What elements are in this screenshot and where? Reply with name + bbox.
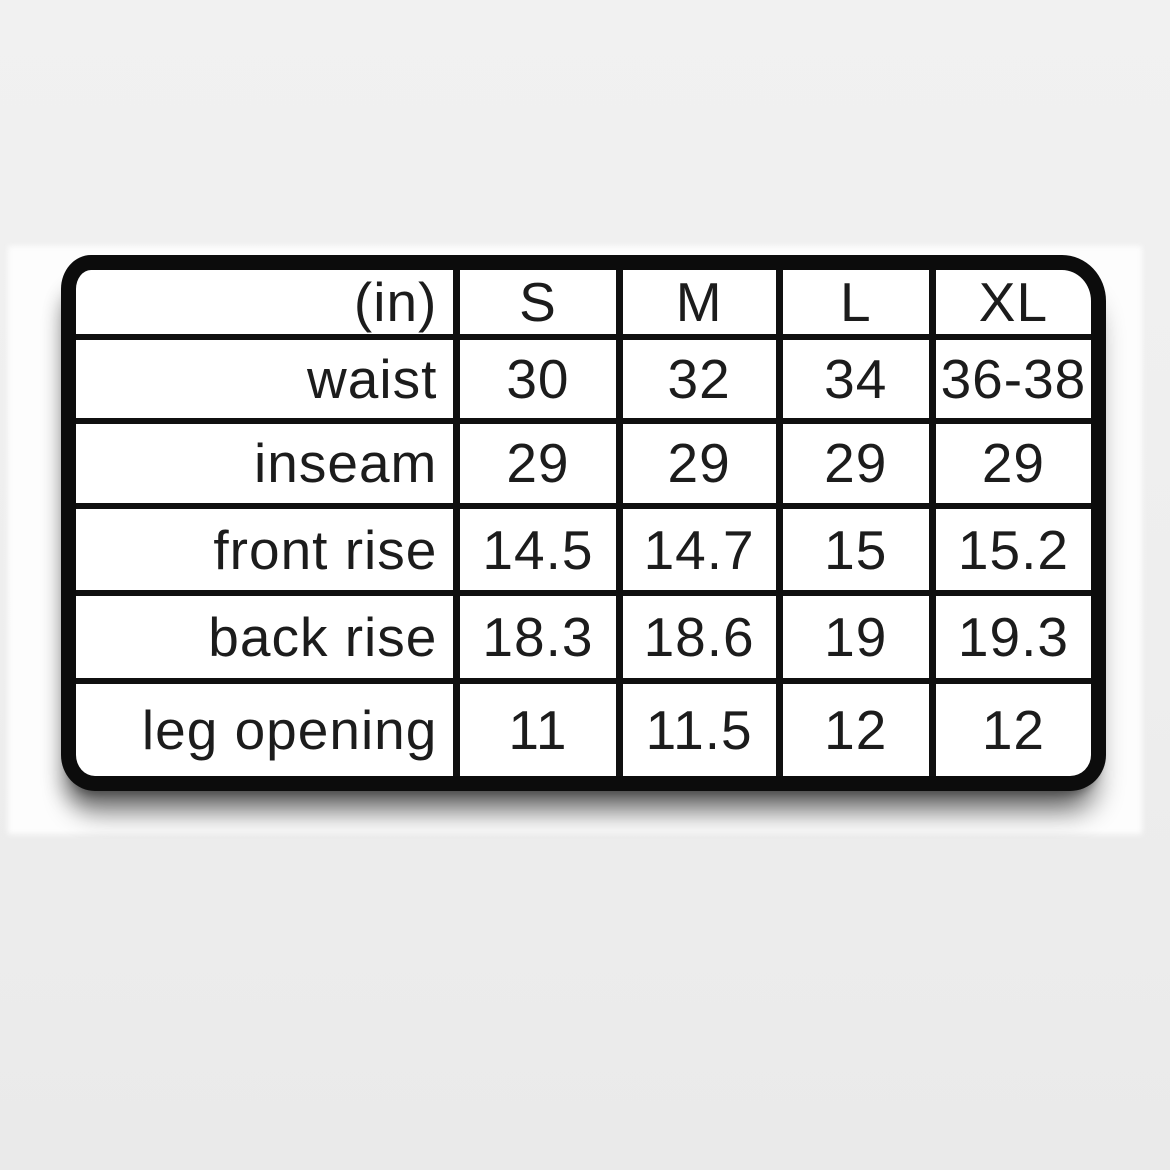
value-cell: 29 [928,417,1091,503]
value-cell: 29 [775,417,929,503]
row-label-leg-opening: leg opening [76,677,454,776]
value-cell: 18.3 [453,590,616,678]
value-cell: 15.2 [928,502,1091,591]
row-label-back-rise: back rise [76,590,454,677]
row-label-front-rise: front rise [76,502,454,590]
value-cell: 29 [453,417,616,503]
value-cell: 11.5 [615,677,776,776]
column-header-m: M [615,270,776,335]
row-label-inseam: inseam [76,417,454,503]
value-cell: 12 [928,677,1091,776]
column-header-l: L [775,270,929,335]
value-cell: 18.6 [615,590,776,678]
value-cell: 14.7 [615,502,776,591]
value-cell: 11 [453,677,616,776]
value-cell: 14.5 [453,502,616,591]
value-cell: 32 [615,334,776,418]
value-cell: 36-38 [928,334,1091,418]
row-label-waist: waist [76,334,454,417]
value-cell: 29 [615,417,776,503]
value-cell: 12 [775,677,929,776]
value-cell: 15 [775,502,929,591]
value-cell: 30 [453,334,616,418]
unit-label-cell: (in) [353,271,438,334]
size-chart-grid: (in) S M L XL waist 30 32 34 36-38 insea… [76,270,1091,776]
value-cell: 19.3 [928,590,1091,678]
column-header-xl: XL [928,270,1091,335]
value-cell: 19 [775,590,929,678]
value-cell: 34 [775,334,929,418]
size-chart-card: (in) S M L XL waist 30 32 34 36-38 insea… [61,255,1106,791]
column-header-s: S [453,270,615,335]
